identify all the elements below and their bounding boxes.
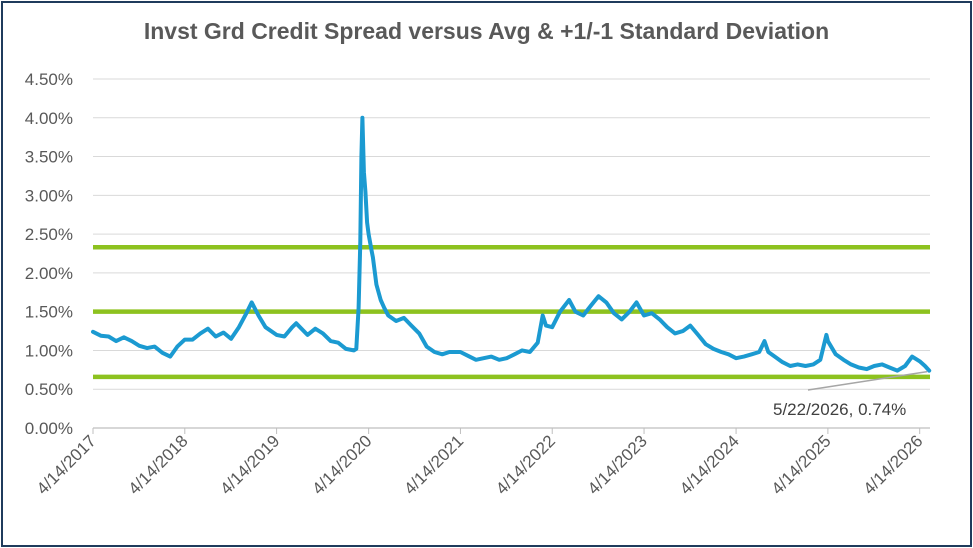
annotation-group: 5/22/2026, 0.74%: [773, 370, 928, 419]
series-line: [91, 115, 932, 373]
x-tick-label: 4/14/2018: [125, 431, 192, 498]
axes: [92, 427, 930, 434]
x-tick-label: 4/14/2024: [676, 431, 743, 498]
x-tick-label: 4/14/2021: [400, 431, 467, 498]
x-tick-label: 4/14/2019: [217, 431, 284, 498]
x-tick-label: 4/14/2020: [309, 431, 376, 498]
x-tick-label: 4/14/2026: [860, 431, 927, 498]
x-tick-label: 4/14/2023: [584, 431, 651, 498]
x-tick-label: 4/14/2022: [492, 431, 559, 498]
x-tick-label: 4/14/2017: [33, 431, 100, 498]
annotation-leader: [807, 370, 928, 391]
y-tick-label: 3.50%: [25, 148, 73, 167]
gridlines: [93, 78, 930, 390]
y-tick-label: 4.00%: [25, 109, 73, 128]
chart-title: Invst Grd Credit Spread versus Avg & +1/…: [143, 18, 830, 44]
y-tick-label: 1.00%: [25, 341, 73, 360]
reference-lines: [93, 245, 930, 380]
annotation-label: 5/22/2026, 0.74%: [773, 400, 906, 419]
y-tick-label: 1.50%: [25, 303, 73, 322]
y-tick-label: 2.00%: [25, 264, 73, 283]
y-tick-label: 4.50%: [25, 70, 73, 89]
y-tick-label: 0.00%: [25, 419, 73, 438]
y-tick-label: 3.00%: [25, 186, 73, 205]
series-group: [91, 115, 932, 373]
y-tick-label: 0.50%: [25, 380, 73, 399]
x-tick-labels: 4/14/2017 4/14/2018 4/14/2019 4/14/2020 4/14…: [33, 431, 927, 498]
y-tick-labels: 0.00% 0.50% 1.00% 1.50% 2.00% 2.50% 3.00% 3.50%…: [25, 70, 73, 438]
x-tick-label: 4/14/2025: [768, 431, 835, 498]
y-tick-label: 2.50%: [25, 225, 73, 244]
